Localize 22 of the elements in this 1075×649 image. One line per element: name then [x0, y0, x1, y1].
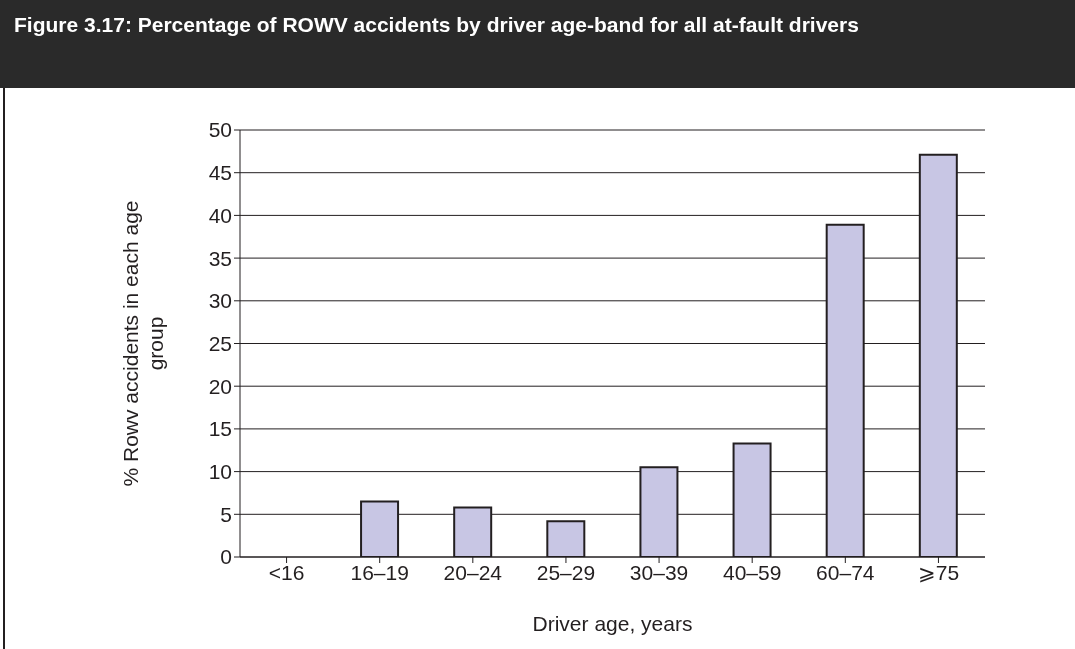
x-tick-label: 40–59: [722, 560, 782, 584]
x-tick-label: 25–29: [536, 560, 596, 584]
y-tick-label: 10: [208, 460, 232, 484]
y-tick-label: 45: [208, 161, 232, 185]
y-tick-label: 30: [208, 289, 232, 313]
y-axis-title: % Rowv accidents in each age group: [119, 200, 167, 487]
y-tick-label: 20: [208, 374, 232, 398]
x-tick-label: 30–39: [629, 560, 689, 584]
y-tick-label: 35: [208, 246, 232, 270]
y-tick-label: 25: [208, 331, 232, 355]
y-tick-label: 5: [220, 502, 232, 526]
y-tick-label: 0: [220, 545, 232, 569]
x-tick-label: <16: [268, 560, 305, 584]
y-tick-label: 50: [208, 118, 232, 142]
x-tick-label: ⩾75: [917, 560, 960, 584]
x-tick-label: 20–24: [443, 560, 503, 584]
x-tick-label: 60–74: [816, 560, 875, 584]
x-tick-label: 16–19: [350, 560, 409, 584]
y-tick-label: 40: [208, 203, 232, 227]
chart-title: Figure 3.17: Percentage of ROWV accidents by driver age-band for all at-fault drivers: [0, 0, 1075, 88]
x-axis-title: Driver age, years: [532, 612, 693, 635]
y-tick-label: 15: [208, 417, 232, 441]
